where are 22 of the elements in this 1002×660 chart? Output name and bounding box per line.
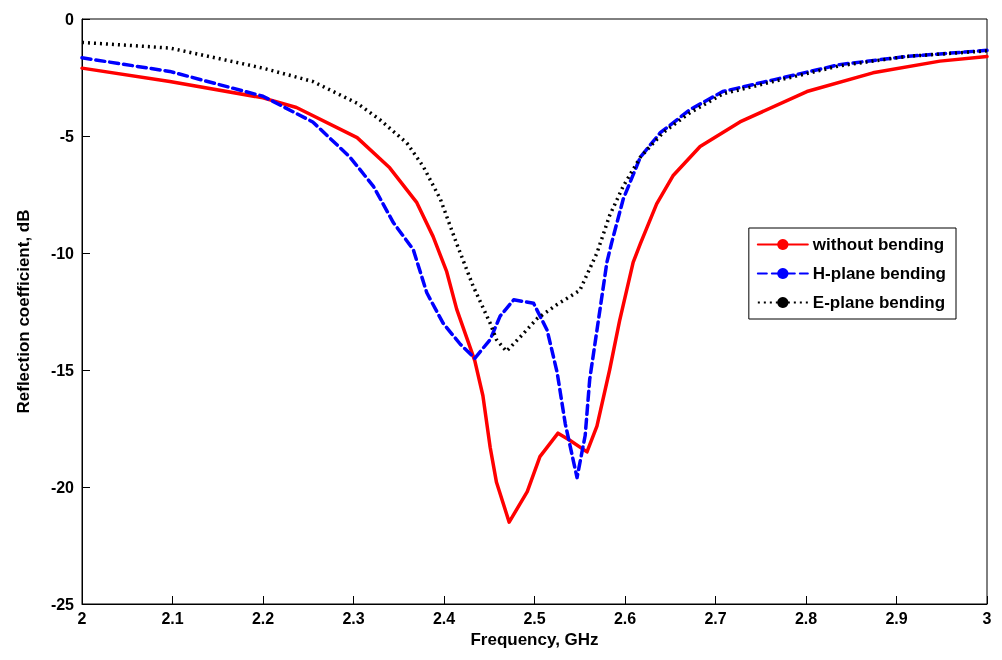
legend-label: H-plane bending: [812, 264, 947, 283]
x-tick-label: 2.9: [885, 609, 908, 627]
x-tick-label: 2.5: [523, 609, 546, 627]
y-tick-label: -25: [50, 595, 75, 613]
y-tick-label: -20: [50, 478, 75, 496]
y-tick-label: -5: [59, 127, 75, 145]
x-tick-label: 2: [77, 609, 87, 627]
legend-label: E-plane bending: [812, 293, 946, 312]
x-tick-label: 3: [982, 609, 992, 627]
x-tick-label: 2.2: [251, 609, 275, 627]
x-tick-label: 2.8: [794, 609, 818, 627]
x-axis-title: Frequency, GHz: [470, 629, 599, 649]
x-tick-label: 2.4: [432, 609, 456, 627]
y-tick-label: 0: [65, 10, 75, 28]
x-tick-label: 2.7: [704, 609, 727, 627]
x-tick-label: 2.6: [613, 609, 637, 627]
y-axis-title: Reflection coefficient, dB: [14, 209, 33, 414]
y-tick-label: -10: [50, 244, 75, 262]
x-tick-label: 2.1: [161, 609, 184, 627]
legend-label: without bending: [811, 235, 945, 254]
y-tick-label: -15: [50, 361, 75, 379]
x-tick-label: 2.3: [342, 609, 365, 627]
